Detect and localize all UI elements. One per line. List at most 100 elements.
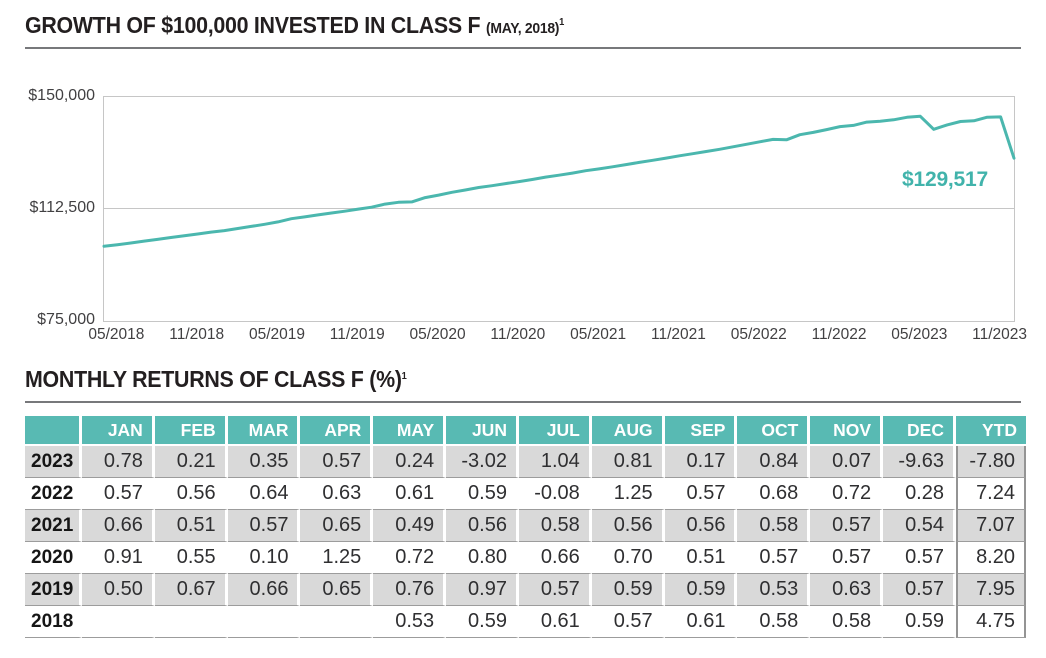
year-column-header: [25, 416, 82, 446]
table-row-2023: 2023 0.78 0.21 0.35 0.57 0.24 -3.02 1.04 0.81 0.1…: [25, 446, 1026, 478]
monthly-return-cell: 0.66: [82, 510, 155, 542]
monthly-return-cell: 0.67: [154, 574, 228, 606]
monthly-return-cell: 0.58: [737, 510, 811, 542]
ytd-return-cell: 7.07: [956, 510, 1026, 542]
monthly-return-cell: 0.57: [591, 606, 665, 638]
monthly-return-cell: 0.56: [591, 510, 665, 542]
month-column-header: JUN: [446, 416, 519, 446]
monthly-return-cell: 0.61: [664, 606, 738, 638]
monthly-return-cell: 0.56: [446, 510, 519, 542]
chart-plot-area: $129,517: [102, 96, 1016, 322]
ytd-return-cell: 7.24: [956, 478, 1026, 510]
returns-table-body: 2023 0.78 0.21 0.35 0.57 0.24 -3.02 1.04 0.81 0.1…: [25, 446, 1026, 638]
monthly-return-cell: 0.57: [518, 574, 592, 606]
monthly-return-cell: 0.63: [300, 478, 374, 510]
ytd-return-cell: 4.75: [956, 606, 1026, 638]
table-row-2019: 2019 0.50 0.67 0.66 0.65 0.76 0.97 0.57 0.59 0.59…: [25, 574, 1026, 606]
monthly-return-cell: 0.57: [737, 542, 811, 574]
table-row-2020: 2020 0.91 0.55 0.10 1.25 0.72 0.80 0.66 0.70 0.51…: [25, 542, 1026, 574]
year-cell: 2018: [25, 606, 82, 638]
growth-line-svg: [102, 114, 1016, 248]
monthly-return-cell: -9.63: [883, 446, 956, 478]
month-column-header: JAN: [82, 416, 155, 446]
y-axis-tick-label: $150,000: [28, 87, 95, 104]
monthly-return-cell: [154, 606, 228, 638]
monthly-return-cell: 0.66: [518, 542, 592, 574]
monthly-return-cell: 0.51: [154, 510, 228, 542]
x-axis-tick-label: 05/2020: [409, 326, 466, 343]
x-axis-tick-label: 11/2018: [169, 326, 225, 343]
monthly-return-cell: 0.84: [737, 446, 811, 478]
monthly-return-cell: 0.55: [154, 542, 228, 574]
monthly-return-cell: 0.58: [737, 606, 811, 638]
monthly-return-cell: 0.59: [446, 606, 519, 638]
growth-title-main: GROWTH OF $100,000 INVESTED IN CLASS F: [25, 12, 486, 38]
table-row-2018: 2018 0.53 0.59 0.61 0.57 0.61 0.58 0.58 0.59 4.75: [25, 606, 1026, 638]
monthly-return-cell: 0.68: [737, 478, 811, 510]
x-axis-tick-label: 05/2019: [248, 326, 305, 343]
monthly-return-cell: 0.72: [373, 542, 447, 574]
monthly-return-cell: 0.97: [446, 574, 519, 606]
monthly-return-cell: 0.80: [446, 542, 519, 574]
monthly-return-cell: [300, 606, 374, 638]
x-axis-tick-label: 11/2019: [329, 326, 385, 343]
growth-title-paren: (MAY, 2018)1: [485, 17, 565, 37]
x-axis-tick-label: 05/2018: [88, 326, 145, 343]
monthly-return-cell: -3.02: [446, 446, 519, 478]
month-column-header: JUL: [518, 416, 592, 446]
monthly-return-cell: 0.61: [518, 606, 592, 638]
monthly-return-cell: 0.76: [373, 574, 447, 606]
monthly-return-cell: 1.25: [300, 542, 374, 574]
x-axis-tick-label: 11/2020: [490, 326, 546, 343]
monthly-return-cell: -0.08: [518, 478, 592, 510]
monthly-return-cell: 0.57: [300, 446, 374, 478]
returns-header-row: JAN FEB MAR APR MAY JUN JUL AUG SEP OCT NOV DEC YTD: [25, 416, 1026, 446]
month-column-header: MAR: [227, 416, 301, 446]
footnote-superscript: 1: [401, 371, 407, 382]
monthly-return-cell: 0.35: [227, 446, 301, 478]
monthly-return-cell: 0.63: [810, 574, 884, 606]
monthly-return-cell: 0.64: [227, 478, 301, 510]
monthly-return-cell: 0.53: [737, 574, 811, 606]
monthly-return-cell: 0.66: [227, 574, 301, 606]
x-axis-tick-label: 05/2023: [891, 326, 948, 343]
x-axis-tick-label: 05/2022: [730, 326, 787, 343]
monthly-return-cell: 0.57: [82, 478, 155, 510]
monthly-return-cell: 0.50: [82, 574, 155, 606]
month-column-header: AUG: [591, 416, 665, 446]
growth-section-title-text: GROWTH OF $100,000 INVESTED IN CLASS F (…: [25, 12, 564, 39]
monthly-return-cell: 0.61: [373, 478, 447, 510]
monthly-return-cell: 0.57: [883, 574, 956, 606]
monthly-return-cell: 0.57: [664, 478, 738, 510]
monthly-return-cell: 0.78: [82, 446, 155, 478]
ytd-return-cell: 7.95: [956, 574, 1026, 606]
x-axis-tick-label: 11/2022: [811, 326, 867, 343]
monthly-return-cell: 0.17: [664, 446, 738, 478]
table-row-2022: 2022 0.57 0.56 0.64 0.63 0.61 0.59 -0.08 1.25 0.5…: [25, 478, 1026, 510]
x-axis-tick-label: 11/2023: [972, 326, 1028, 343]
footnote-superscript: 1: [559, 17, 565, 28]
month-column-header: NOV: [810, 416, 884, 446]
month-column-header: OCT: [737, 416, 811, 446]
monthly-return-cell: 0.54: [883, 510, 956, 542]
monthly-return-cell: 0.56: [664, 510, 738, 542]
returns-title-main: MONTHLY RETURNS OF CLASS F (%): [25, 366, 402, 392]
ytd-return-cell: -7.80: [956, 446, 1026, 478]
monthly-return-cell: 0.51: [664, 542, 738, 574]
y-axis-tick-label: $75,000: [37, 311, 95, 328]
month-column-header: SEP: [664, 416, 738, 446]
monthly-return-cell: 0.49: [373, 510, 447, 542]
monthly-return-cell: 0.65: [300, 574, 374, 606]
monthly-return-cell: 0.91: [82, 542, 155, 574]
monthly-return-cell: 0.57: [810, 510, 884, 542]
monthly-return-cell: 0.72: [810, 478, 884, 510]
returns-section-title: MONTHLY RETURNS OF CLASS F (%)1: [25, 349, 1021, 403]
monthly-return-cell: 0.21: [154, 446, 228, 478]
monthly-return-cell: 0.81: [591, 446, 665, 478]
month-column-header: DEC: [883, 416, 956, 446]
monthly-returns-table: JAN FEB MAR APR MAY JUN JUL AUG SEP OCT NOV DEC YTD …: [25, 416, 1026, 638]
monthly-return-cell: 0.59: [591, 574, 665, 606]
year-cell: 2022: [25, 478, 82, 510]
monthly-return-cell: 0.28: [883, 478, 956, 510]
growth-line-chart: $150,000 $112,500 $75,000 $129,517 05/2018…: [25, 49, 1027, 349]
